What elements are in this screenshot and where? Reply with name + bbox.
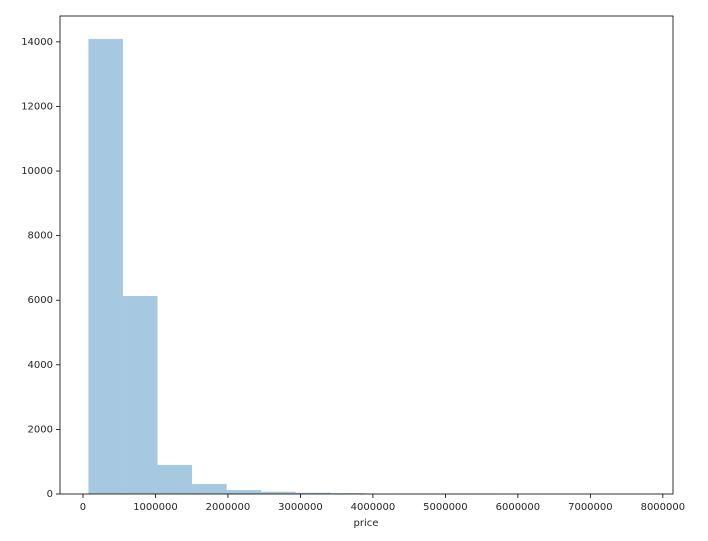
y-tick-label: 10000 [21, 166, 53, 177]
bar [122, 296, 158, 494]
y-tick-label: 8000 [28, 231, 53, 242]
y-tick-label: 14000 [21, 37, 53, 48]
y-tick-label: 12000 [21, 101, 53, 112]
y-tick-label: 4000 [28, 360, 53, 371]
y-tick-label: 6000 [28, 295, 53, 306]
bar [157, 464, 193, 494]
bar [295, 492, 331, 494]
x-tick-label: 0 [80, 502, 86, 513]
x-tick-label: 1000000 [133, 502, 178, 513]
x-tick-label: 7000000 [568, 502, 613, 513]
bar [226, 490, 262, 494]
y-tick-label: 2000 [28, 424, 53, 435]
plot-frame [59, 15, 674, 495]
y-tick-label: 0 [47, 489, 53, 500]
bar [330, 493, 365, 494]
x-tick-label: 6000000 [496, 502, 541, 513]
x-tick-label: 2000000 [206, 502, 251, 513]
x-tick-label: 8000000 [641, 502, 686, 513]
bar [88, 38, 123, 494]
x-tick-label: 4000000 [351, 502, 396, 513]
x-tick-label: 5000000 [423, 502, 468, 513]
bar [261, 491, 296, 494]
x-axis-label: price [354, 518, 379, 529]
x-tick-label: 3000000 [278, 502, 323, 513]
bar [192, 483, 227, 494]
